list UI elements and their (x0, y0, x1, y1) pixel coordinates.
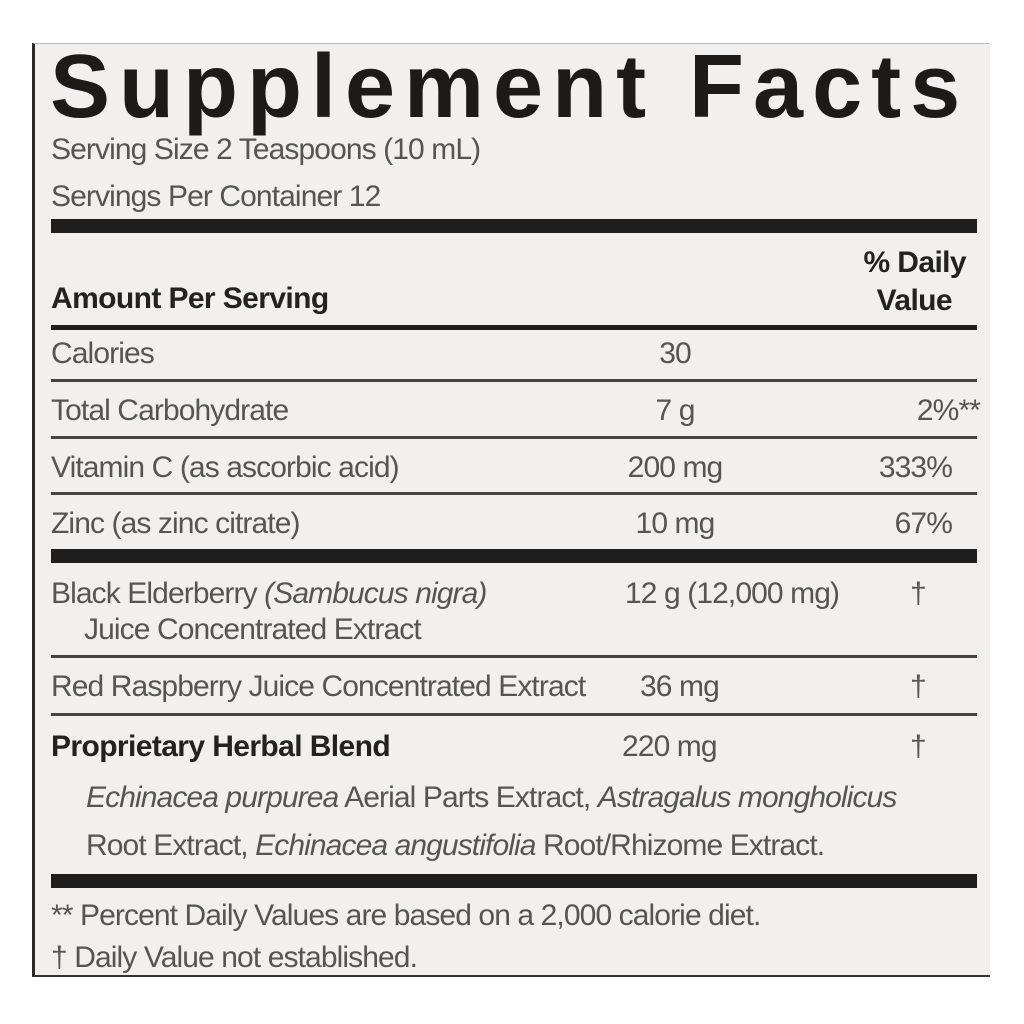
ingredient-name: Red Raspberry Juice Concentrated Extract (51, 670, 586, 703)
divider-thin (51, 492, 977, 495)
ingredient-amount: 36 mg (640, 670, 720, 703)
blend-latin: Echinacea purpurea (86, 781, 339, 814)
blend-text: Root Extract, (86, 829, 256, 862)
blend-text: Aerial Parts Extract, (338, 781, 598, 814)
daily-value-header-1: % Daily (863, 246, 966, 279)
ingredient-amount: 220 mg (622, 730, 718, 763)
divider-thick (51, 219, 977, 233)
ingredient-common-name: Black Elderberry (51, 577, 258, 610)
blend-line-1: Echinacea purpurea Aerial Parts Extract,… (86, 781, 898, 815)
ingredient-name: Proprietary Herbal Blend (51, 730, 391, 763)
ingredient-latin-name: (Sambucus nigra) (264, 577, 487, 610)
nutrient-dv: 67% (894, 507, 953, 540)
ingredient-dv: † (910, 670, 927, 703)
nutrient-name: Vitamin C (as ascorbic acid) (51, 451, 400, 484)
blend-text: Root/Rhizome Extract. (535, 829, 825, 862)
divider-thin (51, 655, 977, 658)
ingredient-dv: † (910, 730, 927, 763)
nutrient-name: Total Carbohydrate (51, 394, 289, 427)
ingredient-amount: 12 g (12,000 mg) (625, 577, 840, 610)
blend-latin: Astragalus mongholicus (597, 781, 898, 814)
ingredient-name-line2: Juice Concentrated Extract (84, 613, 422, 646)
divider-thick (51, 549, 977, 563)
nutrient-amount: 10 mg (635, 507, 716, 540)
blend-latin: Echinacea angustifolia (255, 829, 536, 862)
daily-value-header-2: Value (876, 284, 953, 317)
divider-thin (51, 436, 977, 439)
nutrient-dv: 2%** (916, 394, 981, 427)
divider-medium (51, 325, 977, 330)
servings-per-container: Servings Per Container 12 (51, 180, 381, 213)
serving-size: Serving Size 2 Teaspoons (10 mL) (51, 133, 481, 166)
supplement-facts-panel: Supplement Facts Serving Size 2 Teaspoon… (32, 37, 990, 977)
nutrient-amount: 30 (659, 337, 691, 370)
blend-line-2: Root Extract, Echinacea angustifolia Roo… (86, 829, 825, 863)
nutrient-amount: 200 mg (627, 451, 724, 484)
divider-thin (51, 379, 977, 382)
footnote-not-established: † Daily Value not established. (51, 941, 418, 974)
nutrient-name: Calories (51, 337, 155, 370)
panel-title: Supplement Facts (50, 37, 970, 137)
nutrient-amount: 7 g (655, 394, 695, 427)
divider-thick (51, 874, 977, 888)
nutrient-name: Zinc (as zinc citrate) (51, 507, 300, 540)
amount-per-serving-header: Amount Per Serving (51, 282, 329, 315)
footnote-daily-values: ** Percent Daily Values are based on a 2… (51, 899, 761, 932)
divider-thin (51, 713, 977, 716)
nutrient-dv: 333% (878, 451, 953, 484)
ingredient-name: Black Elderberry (Sambucus nigra) (51, 577, 487, 611)
ingredient-dv: † (910, 577, 927, 610)
